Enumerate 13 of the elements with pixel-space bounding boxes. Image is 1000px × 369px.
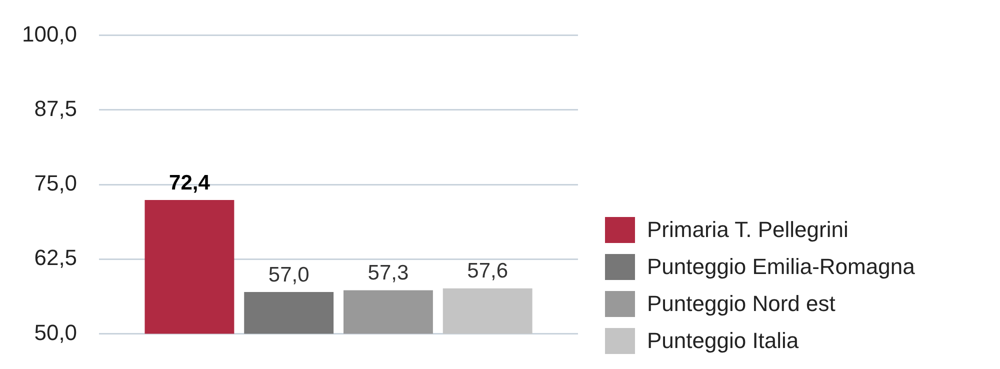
data-label: 57,3 bbox=[368, 262, 409, 284]
legend-label: Punteggio Italia bbox=[647, 328, 799, 354]
legend-label: Punteggio Nord est bbox=[647, 290, 836, 316]
y-tick-label: 75,0 bbox=[34, 170, 78, 196]
y-tick-label: 50,0 bbox=[34, 320, 78, 345]
y-tick-label: 62,5 bbox=[34, 245, 78, 270]
data-label: 72,4 bbox=[169, 171, 210, 194]
data-label: 57,6 bbox=[467, 260, 508, 283]
y-tick-label: 100,0 bbox=[22, 21, 78, 46]
legend-label: Primaria T. Pellegrini bbox=[647, 216, 848, 242]
y-tick-label: 87,5 bbox=[34, 96, 78, 121]
legend-label: Punteggio Emilia-Romagna bbox=[647, 254, 915, 280]
data-label: 57,0 bbox=[268, 263, 310, 286]
